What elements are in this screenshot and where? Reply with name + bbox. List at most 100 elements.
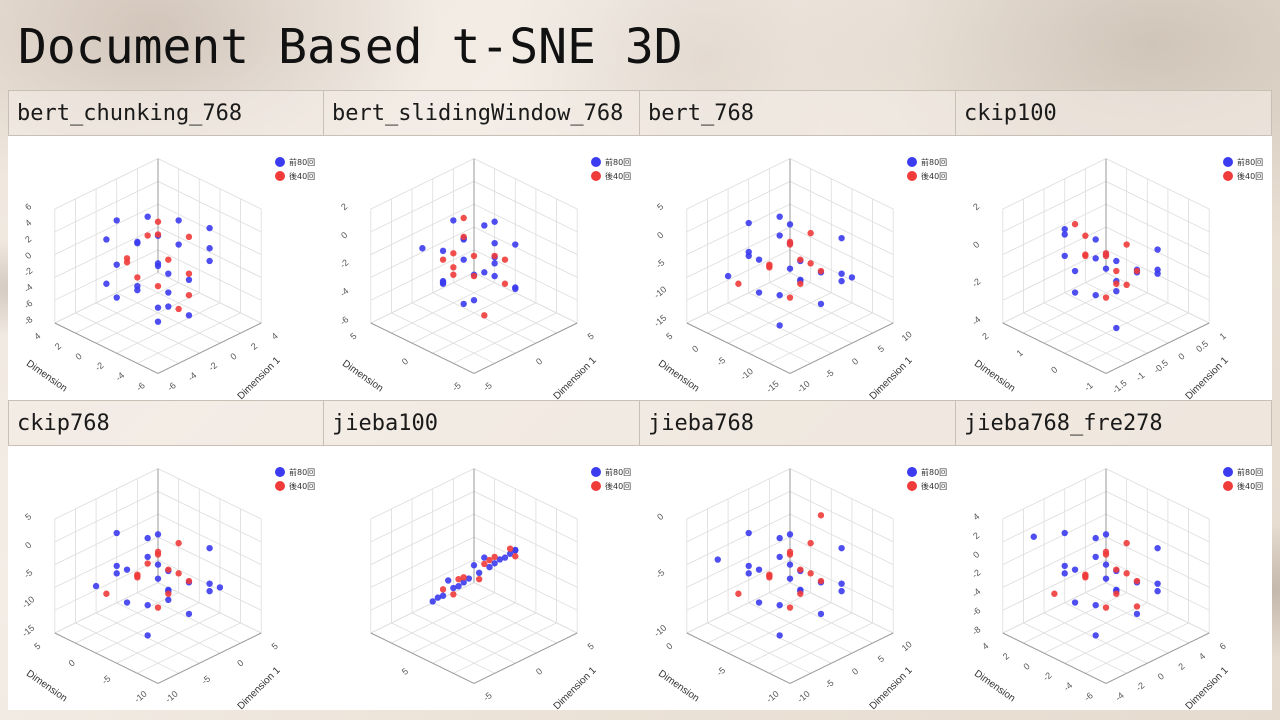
legend-label: 後40回 — [1237, 171, 1263, 181]
scatter-point — [103, 236, 110, 243]
legend-marker — [1223, 481, 1233, 491]
grid-line — [789, 203, 894, 255]
scatter-plot[interactable]: 5 0 -5 5 0 -5 -6 -4 -2 0 2 Dimension 1 Dimension 前80回… — [324, 136, 640, 400]
axis-edge — [157, 322, 262, 374]
grid-line — [137, 592, 241, 644]
scatter-point — [491, 560, 498, 567]
y-tick-label: -5 — [715, 665, 728, 678]
grid-line — [473, 468, 578, 520]
grid-line — [789, 536, 894, 588]
grid-line — [432, 612, 537, 664]
data-points — [419, 214, 519, 319]
scatter-point — [134, 571, 141, 578]
plot-row-1: 4 2 0 -2 -4 -6 4 2 0 -2 -4 -6 -8 -6 -4 -2 0 2 4 6 Dimension … — [8, 136, 1272, 400]
scatter-point — [1082, 232, 1089, 239]
y-axis-title: Dimension — [972, 358, 1017, 394]
grid-line — [157, 582, 262, 634]
scatter-plot[interactable]: 5 0 -5 5 Dimension 1 前80回 後40回 — [324, 446, 640, 710]
scatter-svg: 10 5 0 -5 -10 0 -5 -10 -10 -5 0 Dimension 1 Dimensio… — [652, 467, 947, 710]
grid-line — [686, 536, 791, 588]
scatter-point — [419, 245, 426, 252]
grid-line — [473, 158, 578, 210]
grid-line — [748, 612, 853, 664]
scatter-point — [1133, 603, 1141, 610]
scatter-point — [1123, 241, 1130, 248]
axis-edge — [370, 632, 475, 684]
grid-line — [391, 622, 495, 674]
legend-label: 前80回 — [289, 157, 315, 167]
y-tick-label: 0 — [1022, 661, 1032, 672]
x-tick-label: 0 — [534, 356, 544, 367]
scatter-point — [1102, 561, 1110, 568]
axis-edge — [1002, 322, 1107, 374]
grid-line — [1105, 181, 1210, 233]
grid-line — [789, 468, 894, 520]
scatter-point — [1113, 257, 1120, 265]
grid-line — [686, 513, 791, 565]
scatter-plot[interactable]: 4 2 0 -2 -4 -6 4 2 0 -2 -4 -6 -8 -6 -4 -2 0 2 4 6 Dimension … — [8, 136, 324, 400]
grid-line — [789, 226, 894, 278]
scatter-point — [1030, 533, 1037, 540]
x-tick-label: -2 — [207, 360, 220, 373]
grid-line — [789, 181, 894, 233]
z-tick-label: 0 — [23, 250, 33, 261]
grid-lines — [370, 468, 578, 684]
grid-line — [157, 272, 262, 324]
scatter-point — [165, 566, 172, 573]
scatter-point — [1154, 544, 1161, 552]
scatter-point — [154, 260, 162, 267]
grid-line — [473, 582, 578, 634]
tick-labels: 5 0 -5 -10 5 0 -5 -10 -15 -10 -5 0 5 — [20, 511, 280, 704]
scatter-point — [481, 560, 488, 568]
scatter-point — [838, 587, 845, 595]
scatter-point — [776, 232, 783, 239]
scatter-point — [512, 553, 519, 560]
y-axis-title: Dimension — [656, 358, 701, 394]
scatter-point — [165, 289, 172, 296]
scatter-plot[interactable]: 10 5 0 -5 -10 0 -5 -10 -10 -5 0 Dimension 1 Dimensio… — [640, 446, 956, 710]
grid-line — [54, 226, 159, 278]
scatter-point — [786, 531, 794, 538]
x-tick-label: 2 — [1176, 661, 1186, 672]
legend-label: 後40回 — [605, 481, 631, 491]
scatter-point — [470, 272, 478, 280]
z-tick-label: -5 — [654, 257, 667, 270]
scatter-point — [481, 312, 488, 319]
y-tick-label: 0 — [664, 641, 674, 652]
legend-marker — [275, 467, 285, 477]
grid-line — [432, 302, 537, 354]
scatter-plot[interactable]: 5 0 -5 -10 5 0 -5 -10 -15 -10 -5 0 5 Dimension 1 Dimen… — [8, 446, 324, 710]
grid-line — [370, 582, 475, 634]
grid-line — [473, 181, 578, 233]
y-axis-title: Dimension — [340, 358, 385, 394]
chart-label: ckip100 — [956, 90, 1272, 136]
scatter-plot[interactable]: 10 5 0 -5 -10 5 0 -5 -10 -15 -15 -10 -5 0 5 Dimension 1… — [640, 136, 956, 400]
axis-edge — [370, 322, 475, 374]
scatter-point — [154, 575, 162, 582]
scatter-point — [1123, 570, 1130, 577]
scatter-plot[interactable]: 1 0.5 0 -0.5 -1 -1.5 2 1 0 -1 -4 -2 0 2 Dimension 1 Dim… — [956, 136, 1272, 400]
grid-line — [370, 181, 475, 233]
legend-marker — [1223, 157, 1233, 167]
scatter-point — [1061, 231, 1068, 238]
axis-edge — [789, 632, 894, 684]
z-tick-label: 2 — [971, 201, 981, 212]
scatter-point — [1051, 590, 1058, 597]
scatter-point — [512, 241, 519, 248]
scatter-point — [735, 280, 742, 287]
x-tick-label: -1.5 — [1110, 378, 1128, 396]
page-title: Document Based t-SNE 3D — [18, 19, 683, 75]
scatter-point — [1061, 562, 1068, 570]
grid-line — [370, 536, 475, 588]
y-tick-label: -1 — [1082, 380, 1095, 393]
scatter-point — [206, 257, 213, 265]
scatter-point — [735, 590, 742, 597]
legend-label: 後40回 — [1237, 481, 1263, 491]
scatter-point — [134, 286, 141, 294]
scatter-svg: 420-2-4-6420-2-4-6-8-6-4-20246Dimension … — [22, 157, 315, 400]
scatter-point — [1092, 255, 1099, 262]
